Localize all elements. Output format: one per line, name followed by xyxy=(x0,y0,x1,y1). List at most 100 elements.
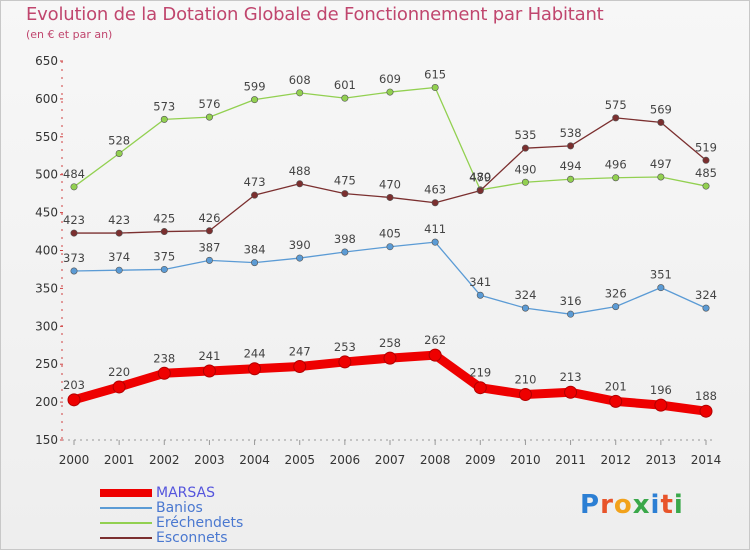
data-point xyxy=(518,388,532,402)
data-point xyxy=(657,173,665,181)
data-label: 473 xyxy=(244,175,266,189)
data-label: 258 xyxy=(379,336,401,350)
x-tick-label: 2002 xyxy=(149,453,180,467)
data-label: 519 xyxy=(695,140,717,154)
data-label: 496 xyxy=(605,158,627,172)
data-label: 479 xyxy=(469,171,491,185)
data-label: 426 xyxy=(198,211,220,225)
data-label: 374 xyxy=(108,250,130,264)
data-point xyxy=(473,381,487,395)
data-label: 528 xyxy=(108,133,130,147)
data-point xyxy=(251,191,259,199)
data-point xyxy=(702,182,710,190)
data-label: 608 xyxy=(289,73,311,87)
data-point xyxy=(115,149,123,157)
y-tick-label: 500 xyxy=(35,168,58,182)
data-point xyxy=(428,348,442,362)
data-point xyxy=(612,114,620,122)
data-label: 411 xyxy=(424,222,446,236)
legend-swatch xyxy=(100,488,152,497)
data-point xyxy=(476,187,484,195)
y-tick-label: 400 xyxy=(35,244,58,258)
data-point xyxy=(386,243,394,251)
legend-item: Banios xyxy=(100,500,243,516)
data-point xyxy=(521,178,529,186)
data-point xyxy=(386,193,394,201)
data-point xyxy=(341,248,349,256)
data-point xyxy=(702,304,710,312)
data-label: 423 xyxy=(63,213,85,227)
y-tick-label: 150 xyxy=(35,433,58,447)
data-label: 375 xyxy=(153,249,175,263)
y-tick-label: 650 xyxy=(35,54,58,68)
data-label: 262 xyxy=(424,333,446,347)
data-label: 213 xyxy=(560,370,582,384)
data-label: 575 xyxy=(605,98,627,112)
x-tick-label: 2012 xyxy=(600,453,631,467)
legend-label: MARSAS xyxy=(156,484,215,501)
data-point xyxy=(386,88,394,96)
data-label: 470 xyxy=(379,177,401,191)
x-tick-label: 2013 xyxy=(646,453,677,467)
data-label: 497 xyxy=(650,157,672,171)
data-point xyxy=(202,364,216,378)
data-label: 326 xyxy=(605,287,627,301)
data-label: 241 xyxy=(198,349,220,363)
data-label: 384 xyxy=(244,243,266,257)
x-tick-label: 2001 xyxy=(104,453,135,467)
x-tick-label: 2005 xyxy=(284,453,315,467)
data-label: 390 xyxy=(289,238,311,252)
data-label: 244 xyxy=(244,347,266,361)
x-tick-label: 2008 xyxy=(420,453,451,467)
chart-title: Evolution de la Dotation Globale de Fonc… xyxy=(26,4,604,25)
data-point xyxy=(296,180,304,188)
data-label: 201 xyxy=(605,379,627,393)
data-point xyxy=(205,256,213,264)
data-label: 484 xyxy=(63,167,85,181)
data-label: 488 xyxy=(289,164,311,178)
data-label: 373 xyxy=(63,251,85,265)
legend-swatch xyxy=(100,536,152,539)
data-label: 219 xyxy=(469,366,491,380)
data-point xyxy=(612,174,620,182)
legend-swatch xyxy=(100,506,152,509)
data-point xyxy=(341,190,349,198)
data-label: 341 xyxy=(469,275,491,289)
data-label: 316 xyxy=(560,294,582,308)
data-label: 475 xyxy=(334,174,356,188)
data-point xyxy=(160,228,168,236)
data-label: 405 xyxy=(379,227,401,241)
data-label: 538 xyxy=(560,126,582,140)
data-point xyxy=(338,355,352,369)
data-point xyxy=(341,94,349,102)
data-label: 601 xyxy=(334,78,356,92)
logo-letter: P xyxy=(580,490,601,520)
data-point xyxy=(248,362,262,376)
data-label: 425 xyxy=(153,212,175,226)
data-label: 188 xyxy=(695,389,717,403)
data-label: 398 xyxy=(334,232,356,246)
data-label: 576 xyxy=(198,97,220,111)
data-label: 351 xyxy=(650,268,672,282)
logo-letter: i xyxy=(673,490,684,520)
logo-letter: i xyxy=(650,490,661,520)
data-point xyxy=(296,254,304,262)
data-label: 247 xyxy=(289,344,311,358)
data-point xyxy=(431,199,439,207)
data-label: 485 xyxy=(695,166,717,180)
data-point xyxy=(157,366,171,380)
y-tick-label: 550 xyxy=(35,130,58,144)
data-label: 220 xyxy=(108,365,130,379)
logo-letter: x xyxy=(632,490,651,520)
logo-letter: t xyxy=(660,490,674,520)
data-point xyxy=(70,183,78,191)
y-tick-label: 200 xyxy=(35,395,58,409)
data-point xyxy=(70,267,78,275)
data-point xyxy=(160,265,168,273)
data-label: 238 xyxy=(153,351,175,365)
data-label: 490 xyxy=(514,162,536,176)
data-point xyxy=(160,115,168,123)
y-tick-label: 300 xyxy=(35,319,58,333)
data-point xyxy=(609,394,623,408)
